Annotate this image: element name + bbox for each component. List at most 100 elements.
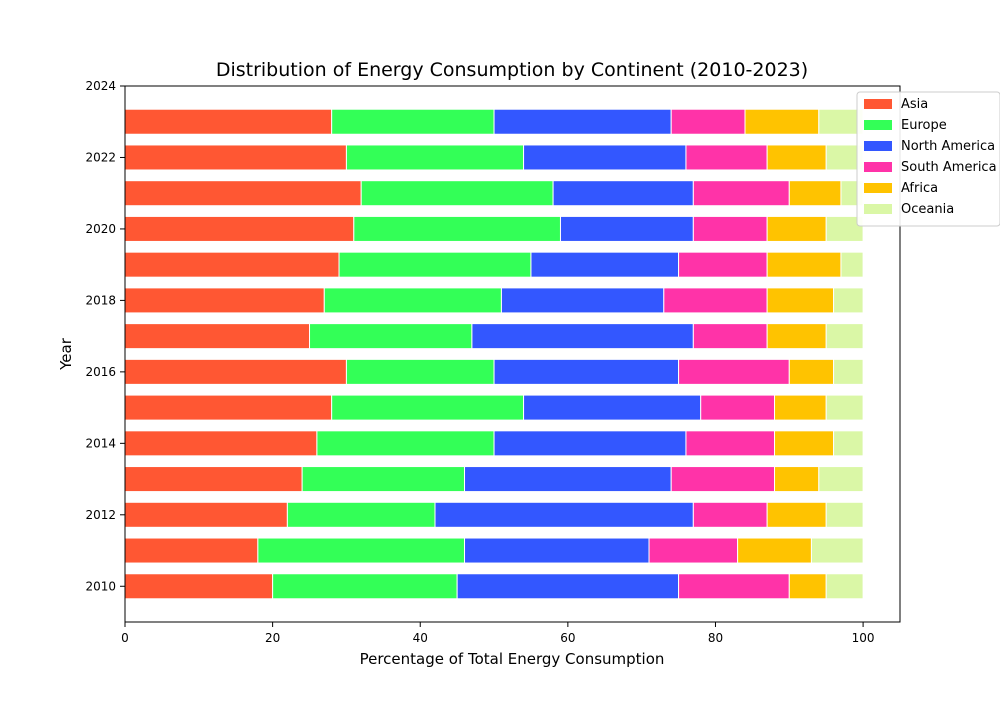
x-tick-label: 80 xyxy=(708,631,723,645)
y-tick-label: 2020 xyxy=(85,222,116,236)
bar-asia-2012 xyxy=(124,501,288,528)
y-axis-label: Year xyxy=(57,337,75,371)
bar-europe-2014 xyxy=(316,430,495,457)
bar-south-america-2012 xyxy=(692,501,768,528)
bar-africa-2010 xyxy=(788,573,827,600)
bar-oceania-2012 xyxy=(825,501,864,528)
bar-asia-2022 xyxy=(124,144,347,171)
bar-south-america-2021 xyxy=(692,180,790,207)
y-axis: 2010 2012 2014 2016 2018 2020 2022 2024 xyxy=(85,79,125,593)
bar-europe-2019 xyxy=(338,251,532,278)
bar-asia-2014 xyxy=(124,430,318,457)
bar-europe-2012 xyxy=(286,501,436,528)
bar-north-america-2019 xyxy=(530,251,680,278)
legend-swatch-north-america xyxy=(864,141,892,151)
bar-asia-2011 xyxy=(124,537,259,564)
bar-oceania-2011 xyxy=(810,537,864,564)
bar-oceania-2013 xyxy=(818,466,864,493)
bar-europe-2022 xyxy=(345,144,525,171)
bar-north-america-2013 xyxy=(464,466,672,493)
bar-south-america-2013 xyxy=(670,466,776,493)
bar-asia-2010 xyxy=(124,573,274,600)
bar-africa-2019 xyxy=(766,251,842,278)
bar-asia-2013 xyxy=(124,466,303,493)
bar-north-america-2020 xyxy=(559,215,694,242)
bar-south-america-2016 xyxy=(678,358,790,385)
bar-europe-2010 xyxy=(272,573,458,600)
bar-oceania-2017 xyxy=(825,323,864,350)
bar-europe-2020 xyxy=(353,215,561,242)
bar-south-america-2011 xyxy=(648,537,739,564)
y-tick-label: 2016 xyxy=(85,365,116,379)
bar-europe-2017 xyxy=(309,323,473,350)
legend-swatch-south-america xyxy=(864,162,892,172)
bar-asia-2017 xyxy=(124,323,311,350)
bar-south-america-2018 xyxy=(663,287,768,314)
bar-africa-2014 xyxy=(774,430,835,457)
bar-north-america-2023 xyxy=(493,108,672,135)
bar-south-america-2019 xyxy=(678,251,768,278)
bar-africa-2015 xyxy=(774,394,827,421)
x-tick-label: 20 xyxy=(265,631,280,645)
bar-asia-2018 xyxy=(124,287,325,314)
y-tick-label: 2024 xyxy=(85,79,116,93)
bar-europe-2013 xyxy=(301,466,466,493)
bar-asia-2023 xyxy=(124,108,333,135)
bar-asia-2020 xyxy=(124,215,355,242)
bar-north-america-2010 xyxy=(456,573,680,600)
bar-oceania-2018 xyxy=(833,287,864,314)
bar-north-america-2012 xyxy=(434,501,694,528)
bar-north-america-2021 xyxy=(552,180,694,207)
legend-swatch-asia xyxy=(864,99,892,109)
bar-oceania-2019 xyxy=(840,251,864,278)
bar-asia-2021 xyxy=(124,180,362,207)
bar-europe-2011 xyxy=(257,537,466,564)
bar-africa-2016 xyxy=(788,358,835,385)
bar-north-america-2022 xyxy=(523,144,687,171)
bar-oceania-2015 xyxy=(825,394,864,421)
x-axis: 0 20 40 60 80 100 xyxy=(121,622,875,645)
bar-north-america-2017 xyxy=(471,323,694,350)
x-tick-label: 40 xyxy=(413,631,428,645)
legend-label-south-america: South America xyxy=(901,160,997,175)
legend-label-africa: Africa xyxy=(901,181,938,196)
bar-europe-2018 xyxy=(323,287,502,314)
bar-africa-2013 xyxy=(774,466,820,493)
legend-swatch-oceania xyxy=(864,204,892,214)
bar-oceania-2016 xyxy=(833,358,864,385)
bar-africa-2021 xyxy=(788,180,842,207)
legend-label-asia: Asia xyxy=(901,97,928,112)
bar-north-america-2011 xyxy=(464,537,650,564)
legend-label-oceania: Oceania xyxy=(901,202,954,217)
chart-title: Distribution of Energy Consumption by Co… xyxy=(216,59,808,81)
bar-oceania-2010 xyxy=(825,573,864,600)
bar-south-america-2023 xyxy=(670,108,746,135)
y-tick-label: 2022 xyxy=(85,150,116,164)
bar-africa-2017 xyxy=(766,323,827,350)
bar-north-america-2014 xyxy=(493,430,687,457)
bar-asia-2016 xyxy=(124,358,347,385)
bar-africa-2022 xyxy=(766,144,827,171)
bar-africa-2012 xyxy=(766,501,827,528)
bar-europe-2021 xyxy=(360,180,554,207)
bar-north-america-2015 xyxy=(523,394,702,421)
y-tick-label: 2012 xyxy=(85,508,116,522)
legend-swatch-europe xyxy=(864,120,892,130)
bar-south-america-2017 xyxy=(692,323,768,350)
legend: Asia Europe North America South America Afri… xyxy=(856,91,1000,227)
bar-europe-2016 xyxy=(345,358,495,385)
bar-africa-2023 xyxy=(744,108,820,135)
bar-africa-2018 xyxy=(766,287,835,314)
bar-south-america-2022 xyxy=(685,144,768,171)
plot-frame xyxy=(124,85,901,623)
bar-europe-2015 xyxy=(331,394,525,421)
x-tick-label: 100 xyxy=(852,631,875,645)
bars-group xyxy=(124,108,864,600)
bar-north-america-2016 xyxy=(493,358,680,385)
legend-label-north-america: North America xyxy=(901,139,995,154)
bar-oceania-2023 xyxy=(818,108,864,135)
x-axis-label: Percentage of Total Energy Consumption xyxy=(360,650,665,668)
y-tick-label: 2014 xyxy=(85,436,116,450)
